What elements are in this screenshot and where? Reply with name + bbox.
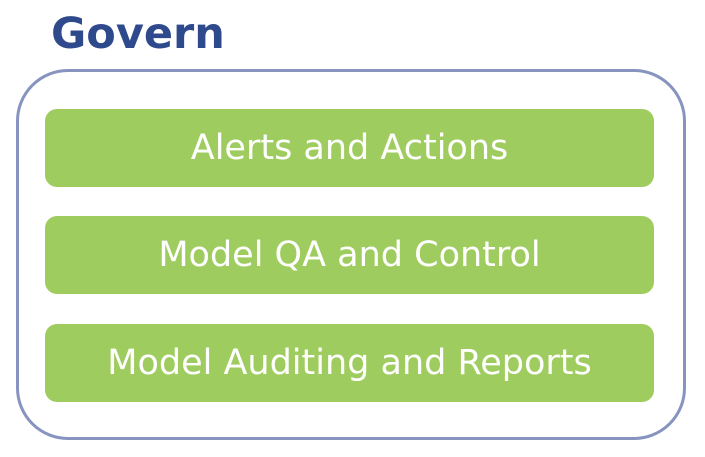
item-label: Alerts and Actions [190,128,509,168]
govern-title: Govern [51,9,225,59]
model-auditing-and-reports-box[interactable]: Model Auditing and Reports [45,324,654,402]
item-label: Model QA and Control [158,235,541,275]
model-qa-and-control-box[interactable]: Model QA and Control [45,216,654,294]
item-label: Model Auditing and Reports [107,343,592,383]
alerts-and-actions-box[interactable]: Alerts and Actions [45,109,654,187]
